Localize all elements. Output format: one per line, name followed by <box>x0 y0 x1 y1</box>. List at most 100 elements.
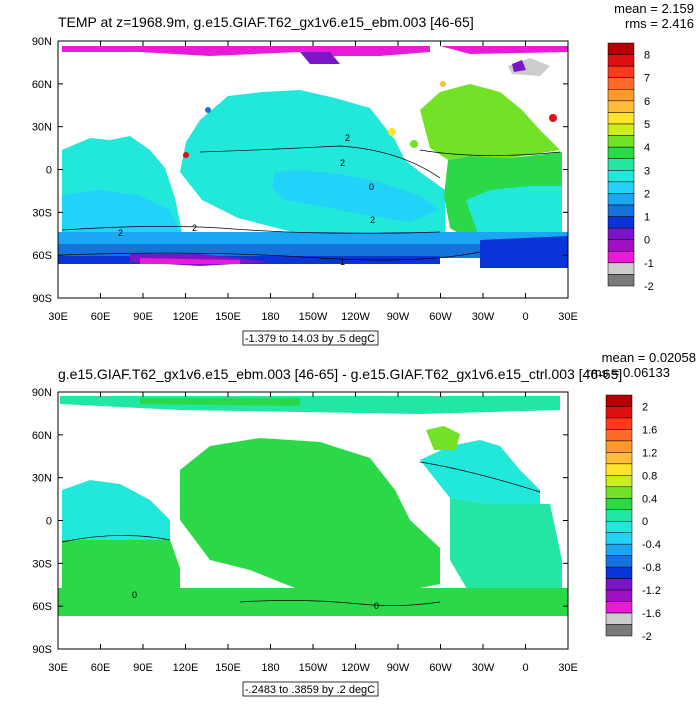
colorbar-swatch <box>605 440 633 453</box>
colorbar-label: 4 <box>644 142 650 154</box>
panel-2-info-text: -.2483 to .3859 by .2 degC <box>245 684 375 696</box>
colorbar-label: -0.4 <box>642 539 661 551</box>
panel-1-map: 2 2 0 2 2 2 1 <box>58 46 568 268</box>
colorbar-swatch <box>607 123 635 136</box>
y-tick-label: 90S <box>32 644 52 656</box>
colorbar-swatch <box>605 417 633 430</box>
colorbar-swatch <box>607 146 635 159</box>
colorbar-swatch <box>605 475 633 488</box>
y-tick-label: 30S <box>32 558 52 570</box>
y-tick-label: 60S <box>32 601 52 613</box>
colorbar-swatch <box>607 158 635 171</box>
colorbar-swatch <box>605 566 633 579</box>
x-tick-label: 180 <box>261 311 279 323</box>
panel-2-x-axis: 30E 60E 90E 120E 150E 180 150W 120W 90W 60W 30W 0 30… <box>48 392 578 674</box>
x-tick-label: 150W <box>299 311 328 323</box>
x-tick-label: 30E <box>48 311 68 323</box>
panel-1-title: TEMP at z=1968.9m, g.e15.GIAF.T62_gx1v6.… <box>58 14 474 30</box>
contour-line <box>61 226 441 234</box>
colorbar-label: 1.6 <box>642 424 657 436</box>
y-tick-label: 30N <box>32 473 52 485</box>
contour-label: 2 <box>192 223 197 233</box>
colorbar-swatch <box>605 429 633 442</box>
weddell-region <box>480 236 568 268</box>
panel-1-rms: rms = 2.416 <box>625 16 694 31</box>
colorbar-swatch <box>607 77 635 90</box>
pacific-warm-band <box>272 170 438 222</box>
x-tick-label: 60W <box>429 662 452 674</box>
black-sea-patch <box>440 81 446 87</box>
panel-1-y-axis: 90N 60N 30N 0 30S 60S 90S <box>32 36 568 305</box>
colorbar-swatch <box>605 520 633 533</box>
colorbar-swatch <box>605 486 633 499</box>
antarctic-margin <box>240 596 440 612</box>
southern-ocean-band-1 <box>58 232 568 244</box>
south-atlantic-field <box>466 186 562 240</box>
x-tick-label: 150E <box>215 662 241 674</box>
colorbar-swatch <box>607 181 635 194</box>
colorbar-swatch <box>607 251 635 264</box>
arctic-region-2 <box>300 46 430 56</box>
colorbar-swatch <box>605 463 633 476</box>
colorbar-swatch <box>607 239 635 252</box>
panel-2-colorbar: 2 1.6 1.2 0.8 0.4 0 -0.4 -0.8 -1.2 -1.6 -2 <box>605 394 661 643</box>
arctic-region-4 <box>440 46 568 54</box>
panel-2-map: 0 0 <box>58 396 568 616</box>
x-tick-label: 30E <box>558 311 578 323</box>
x-tick-label: 60W <box>429 311 452 323</box>
x-tick-label: 30W <box>472 662 495 674</box>
colorbar-label: 1.2 <box>642 447 657 459</box>
colorbar-swatch <box>605 394 633 407</box>
arctic-purple-spot <box>512 60 526 72</box>
x-tick-label: 90E <box>133 662 153 674</box>
x-tick-label: 30E <box>48 662 68 674</box>
colorbar-label: 2 <box>642 401 648 413</box>
colorbar-swatch <box>607 193 635 206</box>
panel-1-colorbar: 8 7 6 5 4 3 2 1 0 -1 -2 <box>607 42 654 293</box>
colorbar-label: 6 <box>644 96 650 108</box>
arctic-strip <box>60 396 560 414</box>
y-tick-label: 90N <box>32 36 52 48</box>
mediterranean-patch <box>549 114 557 122</box>
y-tick-label: 0 <box>46 516 52 528</box>
x-tick-label: 120W <box>341 311 370 323</box>
contour-line <box>61 535 171 543</box>
contour-label: 2 <box>345 133 350 143</box>
colorbar-swatch <box>605 406 633 419</box>
contour-label: 0 <box>369 182 374 192</box>
colorbar-label: 0.8 <box>642 470 657 482</box>
contour-label: 2 <box>340 158 345 168</box>
colorbar-swatch <box>607 112 635 125</box>
colorbar-label: 8 <box>644 50 650 62</box>
colorbar-swatch <box>605 624 633 637</box>
atlantic-field <box>450 498 562 594</box>
x-tick-label: 60E <box>91 662 111 674</box>
colorbar-label: -1.2 <box>642 585 661 597</box>
y-tick-label: 60N <box>32 430 52 442</box>
gulf-patch <box>388 128 396 136</box>
y-tick-label: 60N <box>32 79 52 91</box>
north-atlantic-field <box>420 440 540 506</box>
colorbar-label: -0.8 <box>642 562 661 574</box>
indian-ocean-cyan <box>62 480 170 540</box>
contour-line <box>239 600 441 606</box>
antarctic-shelf-2 <box>140 258 240 264</box>
x-tick-label: 60E <box>91 311 111 323</box>
colorbar-label: 2 <box>644 188 650 200</box>
y-tick-label: 60S <box>32 250 52 262</box>
colorbar-swatch <box>607 262 635 275</box>
north-atlantic-field <box>420 84 560 160</box>
x-tick-label: 90W <box>387 311 410 323</box>
colorbar-swatch <box>607 227 635 240</box>
panel-2-info-box <box>242 681 379 697</box>
y-tick-label: 90N <box>32 387 52 399</box>
arctic-sea-ice-region <box>62 46 300 56</box>
panel-1-info-box <box>242 330 379 346</box>
panel-2-mean: mean = 0.02058 <box>602 350 696 365</box>
colorbar-swatch <box>605 612 633 625</box>
colorbar-label: 0 <box>644 235 650 247</box>
x-tick-label: 120E <box>173 662 199 674</box>
indian-ocean-deep <box>62 190 180 232</box>
panel-2: g.e15.GIAF.T62_gx1v6.e15_ebm.003 [46-65]… <box>32 350 696 697</box>
